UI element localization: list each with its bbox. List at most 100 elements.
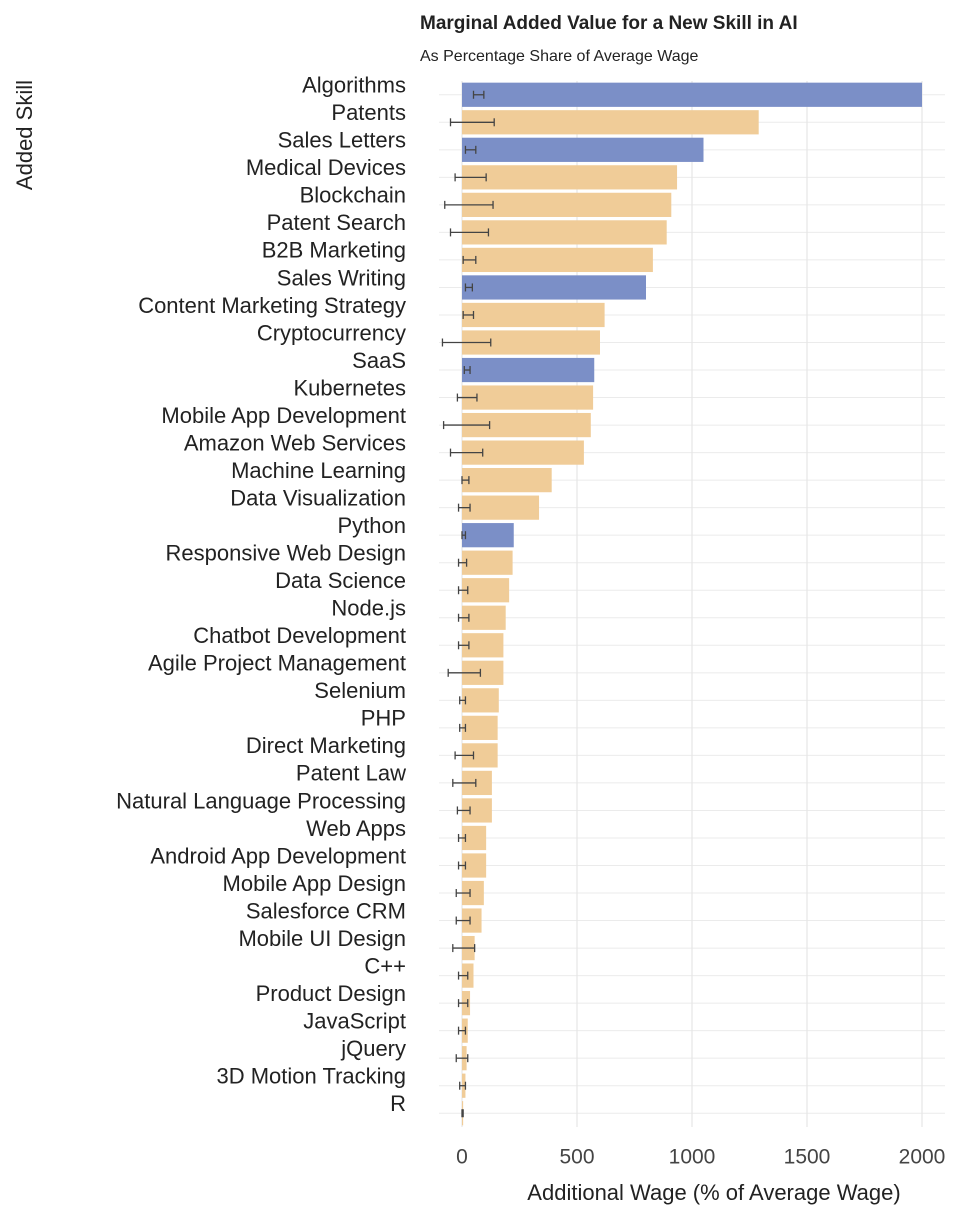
bar bbox=[462, 385, 594, 410]
y-tick-label: Chatbot Development bbox=[193, 623, 406, 648]
y-tick-label: jQuery bbox=[340, 1036, 406, 1061]
bar bbox=[462, 880, 484, 906]
error-bar bbox=[462, 255, 477, 264]
x-tick-label: 0 bbox=[456, 1146, 468, 1169]
bar bbox=[462, 82, 922, 107]
error-bar bbox=[455, 889, 471, 898]
bar bbox=[462, 220, 667, 245]
bar bbox=[462, 110, 759, 135]
error-bar bbox=[449, 448, 484, 457]
y-tick-label: Salesforce CRM bbox=[246, 898, 406, 923]
error-bar bbox=[454, 173, 487, 182]
y-axis-label: Added Skill bbox=[12, 80, 37, 190]
x-tick-label: 1500 bbox=[784, 1146, 831, 1169]
bar bbox=[462, 468, 552, 493]
y-tick-label: Content Marketing Strategy bbox=[138, 293, 406, 318]
error-bar bbox=[456, 393, 478, 402]
error-bar bbox=[455, 916, 471, 925]
y-tick-label: Mobile App Design bbox=[223, 871, 406, 896]
bar bbox=[462, 275, 646, 300]
x-tick-label: 1000 bbox=[669, 1146, 716, 1169]
error-bar bbox=[462, 310, 475, 319]
error-bar bbox=[459, 1081, 467, 1090]
y-tick-label: Data Science bbox=[275, 568, 406, 593]
y-tick-label: Patent Law bbox=[296, 761, 406, 786]
y-tick-label: Kubernetes bbox=[293, 375, 406, 400]
x-tick-label: 500 bbox=[559, 1146, 594, 1169]
bar bbox=[462, 165, 678, 190]
y-tick-label: Natural Language Processing bbox=[116, 788, 406, 813]
error-bar bbox=[463, 366, 471, 375]
error-bar bbox=[447, 668, 482, 677]
error-bar bbox=[457, 613, 470, 622]
error-bar bbox=[454, 751, 475, 760]
y-tick-label: Agile Project Management bbox=[148, 651, 406, 676]
error-bar bbox=[449, 228, 490, 237]
y-tick-label: Mobile App Development bbox=[161, 403, 406, 428]
y-tick-label: R bbox=[390, 1091, 406, 1116]
bar bbox=[462, 715, 498, 740]
error-bar bbox=[457, 641, 470, 650]
error-bar bbox=[461, 476, 470, 485]
y-tick-label: Web Apps bbox=[306, 816, 406, 841]
error-bar bbox=[459, 723, 467, 732]
error-bar bbox=[442, 421, 491, 430]
y-tick-label: Sales Letters bbox=[278, 128, 406, 153]
y-tick-label: Product Design bbox=[256, 981, 406, 1006]
error-bar bbox=[457, 1026, 467, 1035]
y-tick-label: SaaS bbox=[352, 348, 406, 373]
error-bar bbox=[457, 586, 469, 595]
bar bbox=[462, 523, 514, 548]
y-tick-label: Android App Development bbox=[150, 843, 406, 868]
y-tick-label: Sales Writing bbox=[277, 265, 406, 290]
x-axis-label: Additional Wage (% of Average Wage) bbox=[527, 1180, 900, 1205]
error-bar bbox=[459, 696, 467, 705]
error-bar bbox=[457, 999, 469, 1008]
y-tick-label: Direct Marketing bbox=[246, 733, 406, 758]
y-tick-label: Amazon Web Services bbox=[184, 430, 406, 455]
error-bar bbox=[456, 806, 471, 815]
bar bbox=[462, 137, 704, 162]
error-bar bbox=[449, 118, 495, 127]
y-tick-label: Patent Search bbox=[267, 210, 406, 235]
bar bbox=[462, 495, 540, 520]
y-tick-label: Algorithms bbox=[302, 73, 406, 98]
y-tick-label: Selenium bbox=[314, 678, 406, 703]
bar bbox=[462, 192, 672, 217]
x-tick-label: 2000 bbox=[899, 1146, 946, 1169]
y-tick-label: B2B Marketing bbox=[262, 238, 406, 263]
bar bbox=[462, 550, 513, 575]
y-tick-label: Responsive Web Design bbox=[166, 541, 407, 566]
bar bbox=[462, 357, 595, 383]
error-bar bbox=[457, 833, 467, 842]
error-bar bbox=[464, 145, 477, 154]
error-bar bbox=[472, 90, 485, 99]
error-bar bbox=[457, 558, 468, 567]
y-tick-label: PHP bbox=[361, 706, 406, 731]
error-bar bbox=[452, 944, 476, 953]
bar bbox=[462, 247, 653, 273]
y-tick-label: JavaScript bbox=[303, 1008, 406, 1033]
y-tick-label: Patents bbox=[331, 100, 406, 125]
error-bar bbox=[464, 283, 474, 292]
y-tick-label: Machine Learning bbox=[231, 458, 406, 483]
chart-subtitle: As Percentage Share of Average Wage bbox=[420, 48, 699, 65]
error-bar bbox=[461, 531, 467, 540]
y-tick-label: Node.js bbox=[331, 596, 406, 621]
error-bar bbox=[455, 1054, 469, 1063]
y-tick-label: Cryptocurrency bbox=[257, 320, 406, 345]
y-tick-label: Blockchain bbox=[300, 183, 406, 208]
error-bar bbox=[457, 861, 467, 870]
error-bar bbox=[441, 338, 492, 347]
error-bar bbox=[461, 1109, 464, 1118]
bar bbox=[462, 908, 482, 933]
y-tick-label: Medical Devices bbox=[246, 155, 406, 180]
bar bbox=[462, 302, 605, 328]
y-tick-label: C++ bbox=[364, 953, 406, 978]
error-bar bbox=[444, 200, 494, 209]
y-tick-label: 3D Motion Tracking bbox=[216, 1064, 406, 1089]
y-tick-label: Python bbox=[338, 513, 407, 538]
error-bar bbox=[452, 778, 477, 787]
bar bbox=[462, 688, 499, 713]
